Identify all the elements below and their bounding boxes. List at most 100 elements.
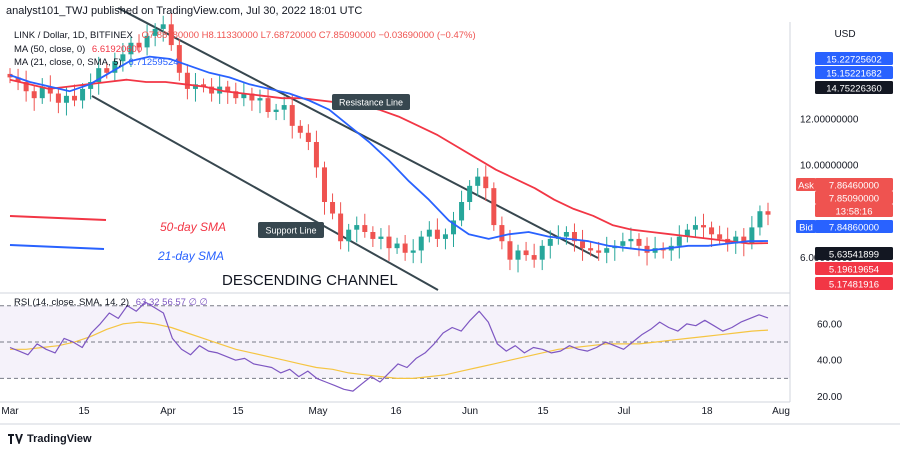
- candle-body: [749, 227, 755, 244]
- candle-body: [152, 28, 158, 36]
- candle-body: [281, 105, 287, 110]
- price-tag: Bid: [796, 220, 816, 234]
- price-tag-bg: [815, 52, 893, 65]
- candle-body: [459, 202, 465, 221]
- candle-body: [55, 93, 61, 103]
- candle-body: [507, 241, 513, 260]
- rsi-label: RSI (14, close, SMA, 14, 2): [14, 297, 130, 308]
- price-tag-bg: [796, 178, 816, 191]
- price-tag-text: 5.63541899: [829, 250, 879, 261]
- candle-body: [547, 238, 553, 246]
- ma21-label: MA (21, close, 0, SMA, 5): [14, 57, 122, 68]
- candle-body: [321, 167, 327, 202]
- support-label-bg: [258, 222, 324, 238]
- candle-body: [684, 229, 690, 237]
- candle-body: [757, 211, 763, 228]
- candle-body: [289, 105, 295, 126]
- candle-body: [426, 229, 432, 237]
- sma50-key-line: [9, 215, 107, 221]
- candle-body: [184, 72, 190, 89]
- candle-body: [531, 255, 537, 260]
- candle-body: [63, 95, 69, 103]
- price-tag: 15.22725602: [815, 52, 893, 66]
- candle-body: [47, 86, 53, 94]
- candle-body: [475, 176, 481, 186]
- price-tag-bg: [815, 247, 893, 260]
- candle-body: [72, 95, 78, 101]
- time-tick-label: Apr: [160, 406, 176, 417]
- sma21-line: [9, 55, 769, 252]
- candle-body: [88, 82, 94, 89]
- time-tick-label: 18: [701, 406, 713, 417]
- price-tag-text: Ask: [798, 181, 814, 192]
- symbol-legend: LINK / Dollar, 1D, BITFINEX O7.88780000 …: [14, 30, 476, 41]
- price-tag-bg: [815, 262, 893, 275]
- candle-body: [176, 45, 182, 73]
- candle-body: [354, 225, 360, 230]
- sma21-annotation: 21-day SMA: [157, 249, 224, 263]
- symbol-name: LINK / Dollar, 1D, BITFINEX: [14, 30, 133, 41]
- price-tag: 7.85090000: [815, 191, 893, 205]
- candle-body: [23, 82, 29, 92]
- rsi-tick-label: 20.00: [817, 392, 842, 403]
- candle-body: [378, 236, 384, 239]
- support-line: [91, 95, 439, 291]
- candle-body: [192, 84, 198, 89]
- candle-body: [96, 68, 102, 82]
- candle-body: [346, 229, 352, 242]
- candle-body: [523, 250, 529, 256]
- price-tag: 14.75226360: [815, 81, 893, 95]
- candle-body: [144, 35, 150, 48]
- price-tag: 13:58:16: [815, 204, 893, 218]
- price-tag: 7.84860000: [815, 220, 893, 234]
- candle-body: [515, 250, 521, 260]
- price-tag-bg: [815, 178, 893, 191]
- candle-body: [402, 243, 408, 253]
- candle-body: [418, 236, 424, 251]
- ma50-legend: MA (50, close, 0) 6.61920600: [14, 44, 142, 55]
- candle-body: [394, 243, 400, 249]
- price-tag-text: 15.22725602: [826, 55, 881, 66]
- candle-body: [104, 68, 110, 73]
- candle-body: [233, 91, 239, 99]
- price-tag-text: 5.17481916: [829, 280, 879, 291]
- time-tick-label: 15: [537, 406, 549, 417]
- rsi-line: [9, 301, 769, 392]
- candle-body: [257, 98, 263, 101]
- candle-body: [765, 211, 771, 215]
- ma21-value: 6.71259524: [128, 57, 179, 68]
- ma21-legend: MA (21, close, 0, SMA, 5) 6.71259524: [14, 57, 179, 68]
- candle-body: [249, 93, 255, 101]
- candle-body: [136, 42, 142, 48]
- sma21-key-line: [9, 244, 105, 250]
- candle-body: [370, 232, 376, 239]
- resistance-label-text: Resistance Line: [339, 98, 403, 108]
- price-tag-text: 7.85090000: [829, 194, 879, 205]
- candle-body: [451, 220, 457, 235]
- time-tick-label: 15: [232, 406, 244, 417]
- price-tag-bg: [796, 220, 816, 233]
- candle-body: [362, 225, 368, 232]
- time-tick-label: Jun: [462, 406, 478, 417]
- candle-body: [273, 109, 279, 112]
- candle-body: [201, 84, 207, 87]
- candle-body: [241, 93, 247, 99]
- ma50-value: 6.61920600: [91, 44, 143, 55]
- publisher-attribution: analyst101_TWJ published on TradingView.…: [6, 5, 363, 17]
- candle-body: [709, 227, 715, 235]
- candle-body: [128, 42, 134, 55]
- currency-label: USD: [834, 29, 855, 40]
- resistance-label-bg: [332, 94, 410, 110]
- time-tick-label: Aug: [772, 406, 790, 417]
- sma50-annotation: 50-day SMA: [160, 220, 226, 234]
- candle-body: [604, 248, 610, 253]
- brand-text: TradingView: [27, 433, 92, 445]
- candle-body: [31, 91, 37, 99]
- tradingview-brand[interactable]: TradingView: [8, 433, 92, 445]
- candle-body: [225, 86, 231, 92]
- candle-body: [39, 86, 45, 99]
- price-tag-text: 14.75226360: [826, 84, 881, 95]
- price-tag-text: 15.15221682: [826, 69, 881, 80]
- ohlc-values: O7.88780000 H8.11330000 L7.68720000 C7.8…: [141, 30, 476, 41]
